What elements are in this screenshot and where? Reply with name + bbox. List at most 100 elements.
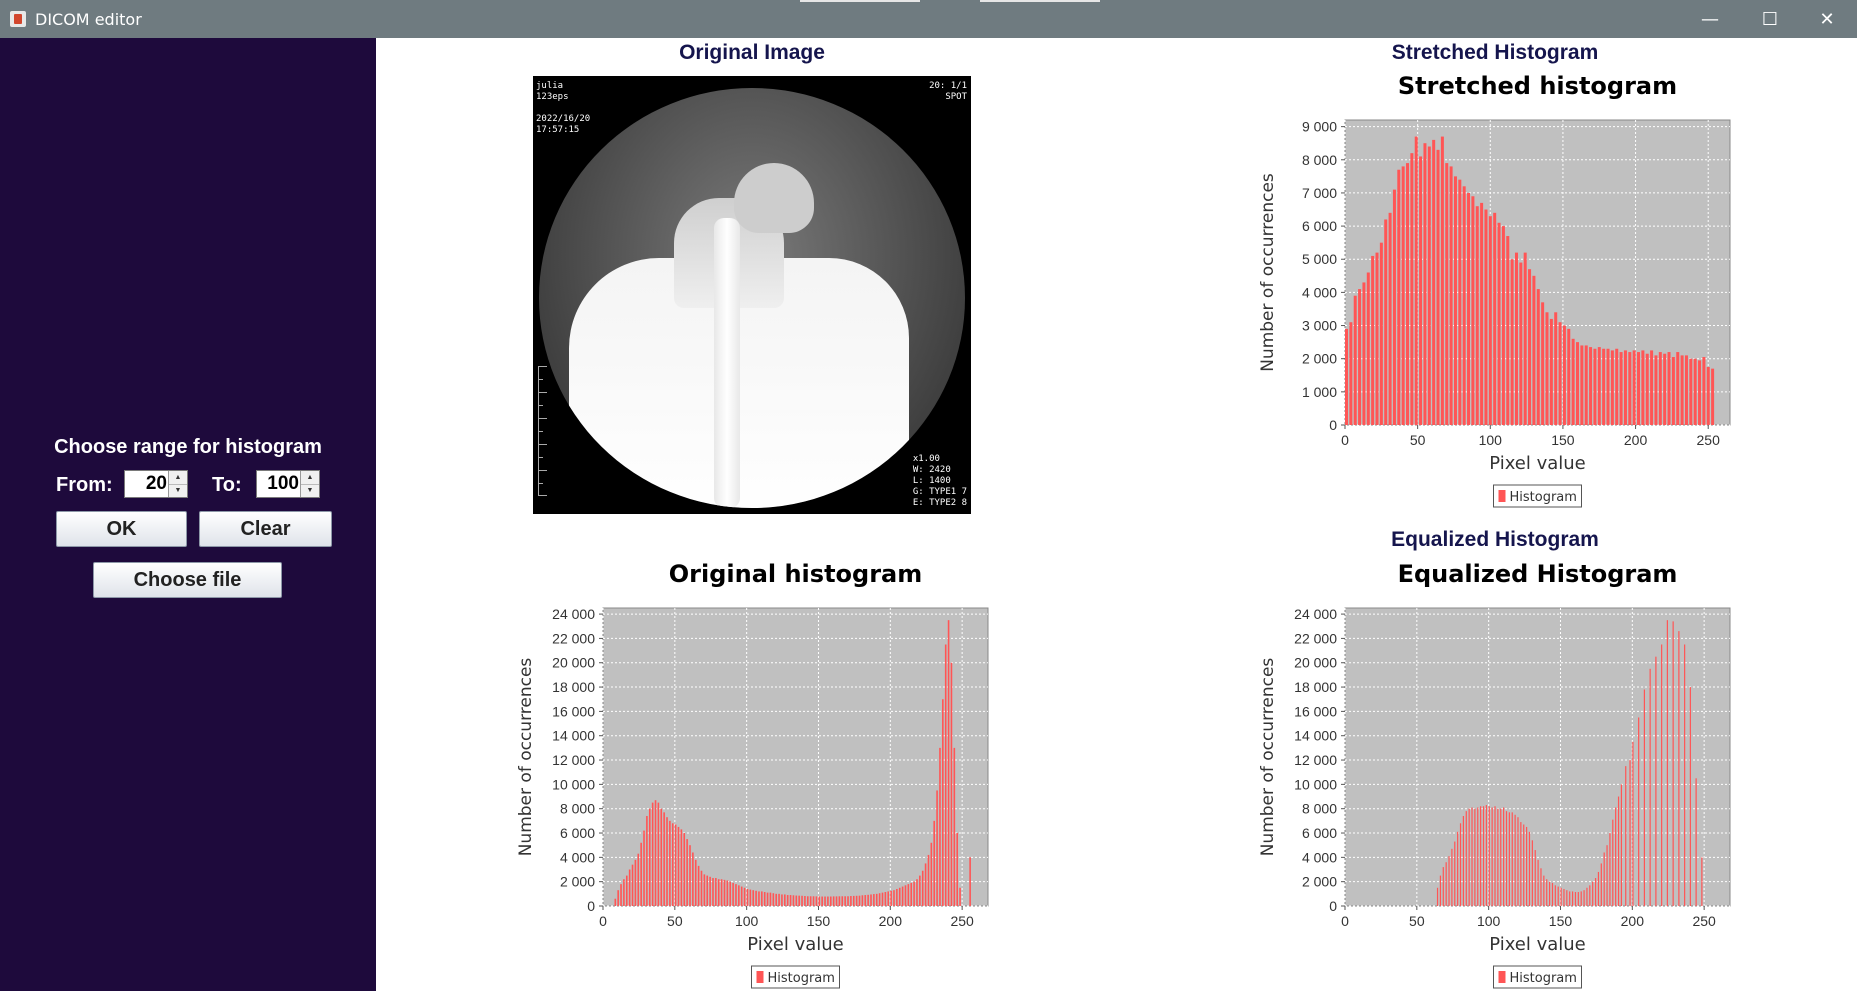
histogram-bar xyxy=(1655,656,1657,906)
histogram-bar xyxy=(1589,347,1593,425)
histogram-bar xyxy=(896,888,898,906)
histogram-bar xyxy=(717,879,720,906)
histogram-bar xyxy=(1497,808,1499,906)
histogram-bar xyxy=(852,895,855,906)
histogram-bar xyxy=(870,894,872,906)
histogram-bar xyxy=(1506,236,1510,425)
y-tick-label: 2 000 xyxy=(1302,874,1337,890)
to-spinner-arrows[interactable]: ▲ ▼ xyxy=(300,471,319,497)
histogram-bar xyxy=(804,896,806,906)
histogram-bar xyxy=(1606,845,1608,906)
y-tick-label: 18 000 xyxy=(1294,679,1337,695)
to-value[interactable]: 100 xyxy=(267,473,299,494)
histogram-bar xyxy=(1571,338,1575,425)
histogram-bar xyxy=(890,890,892,906)
histogram-bar xyxy=(867,894,869,906)
histogram-bar xyxy=(1580,891,1582,906)
to-spinner[interactable]: 100 ▲ ▼ xyxy=(256,470,320,498)
histogram-bar xyxy=(1349,322,1353,425)
histogram-bar xyxy=(838,896,841,906)
tab-indicator xyxy=(800,0,920,2)
histogram-bar xyxy=(1379,242,1383,425)
histogram-bar xyxy=(1597,347,1601,425)
histogram-bar xyxy=(637,853,640,906)
histogram-bar xyxy=(1511,812,1513,906)
histogram-bar xyxy=(674,824,677,906)
y-tick-label: 0 xyxy=(1329,417,1337,433)
histogram-bar xyxy=(1540,868,1542,906)
ok-button[interactable]: OK xyxy=(56,511,187,547)
plot-area xyxy=(1344,607,1731,907)
histogram-bar xyxy=(669,820,671,906)
spinner-up-icon[interactable]: ▲ xyxy=(169,471,187,485)
histogram-bar xyxy=(827,896,829,906)
legend-swatch xyxy=(756,971,764,983)
histogram-bar xyxy=(821,896,823,906)
histogram-bar xyxy=(1549,318,1553,425)
histogram-bar xyxy=(1532,275,1536,425)
spinner-down-icon[interactable]: ▼ xyxy=(306,487,314,494)
x-tick-label: 100 xyxy=(1479,432,1503,448)
histogram-bar xyxy=(1650,350,1654,425)
histogram-bar xyxy=(789,895,792,906)
histogram-bar xyxy=(1632,741,1634,906)
histogram-bar xyxy=(620,884,622,906)
histogram-bar xyxy=(864,895,867,906)
chart-title: Equalized Histogram xyxy=(1398,560,1678,588)
histogram-bar xyxy=(1445,163,1449,425)
histogram-bar xyxy=(824,896,826,906)
spinner-down-icon[interactable]: ▼ xyxy=(174,487,182,494)
histogram-bar xyxy=(924,863,927,906)
histogram-bar xyxy=(844,896,846,906)
maximize-button[interactable]: ☐ xyxy=(1761,8,1779,30)
histogram-bar xyxy=(1629,760,1631,906)
histogram-bar xyxy=(1557,886,1559,906)
x-axis-label: Pixel value xyxy=(747,934,844,955)
histogram-bar xyxy=(1401,166,1405,426)
histogram-bar xyxy=(1537,859,1539,906)
from-spinner[interactable]: 20 ▲ ▼ xyxy=(124,470,188,498)
y-tick-label: 5 000 xyxy=(1302,251,1337,267)
legend-label: Histogram xyxy=(1510,971,1577,986)
histogram-bar xyxy=(1548,881,1551,906)
original-histogram-chart: Original histogram 0 50 100 150 200 250 0 2 000 4… xyxy=(503,558,1003,991)
histogram-bar xyxy=(1628,352,1632,425)
minimize-button[interactable]: — xyxy=(1701,8,1719,30)
choose-file-button[interactable]: Choose file xyxy=(93,562,282,598)
from-label: From: xyxy=(56,474,113,496)
histogram-bar xyxy=(778,893,780,906)
histogram-bar xyxy=(625,875,628,906)
histogram-bar xyxy=(1384,219,1388,425)
spinner-up-icon[interactable]: ▲ xyxy=(301,471,319,485)
histogram-bar xyxy=(1375,252,1379,425)
histogram-bar xyxy=(936,790,938,906)
from-value[interactable]: 20 xyxy=(145,473,167,494)
histogram-bar xyxy=(749,889,752,906)
histogram-bar xyxy=(944,644,947,906)
histogram-bar xyxy=(1520,822,1522,906)
histogram-bar xyxy=(1471,196,1475,425)
histogram-bar xyxy=(1494,806,1496,906)
clear-button[interactable]: Clear xyxy=(199,511,332,547)
overlay-top-left: julia 123eps 2022/16/20 17:57:15 xyxy=(536,81,591,135)
histogram-bar xyxy=(1451,848,1453,906)
histogram-bar xyxy=(855,895,858,906)
y-tick-label: 0 xyxy=(1329,898,1337,914)
histogram-bar xyxy=(1488,216,1492,425)
y-tick-label: 16 000 xyxy=(1294,703,1337,719)
from-spinner-arrows[interactable]: ▲ ▼ xyxy=(168,471,187,497)
x-tick-label: 150 xyxy=(807,913,831,929)
histogram-bar xyxy=(1462,186,1466,425)
histogram-bar xyxy=(1427,146,1431,425)
histogram-bar xyxy=(1519,262,1523,425)
histogram-bar xyxy=(634,859,637,906)
histogram-bar xyxy=(646,815,648,906)
histogram-bar xyxy=(1397,169,1401,425)
x-tick-label: 50 xyxy=(667,913,683,929)
histogram-bar xyxy=(1439,875,1442,906)
histogram-bar xyxy=(1558,322,1562,425)
histogram-bar xyxy=(666,817,668,906)
histogram-bar xyxy=(689,845,691,906)
y-tick-label: 6 000 xyxy=(560,825,595,841)
close-button[interactable]: ✕ xyxy=(1819,8,1835,30)
